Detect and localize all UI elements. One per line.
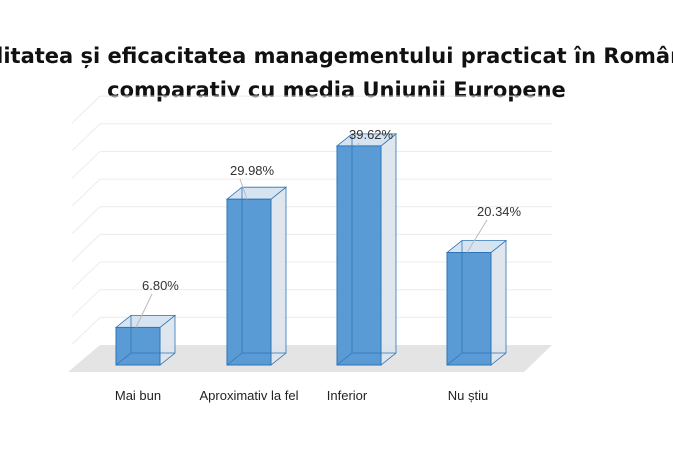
data-label: 39.62% — [349, 127, 394, 142]
category-label: Mai bun — [115, 388, 161, 403]
bar-front — [336, 145, 382, 366]
bar-edge — [446, 352, 463, 366]
gridline-depth — [71, 261, 101, 290]
chart-title-line1: Calitatea și eficacitatea managementului… — [0, 44, 673, 68]
bar-side — [270, 186, 287, 366]
data-label: 6.80% — [142, 278, 179, 293]
data-label: 29.98% — [230, 163, 275, 178]
leader-line — [135, 293, 153, 328]
bar-side — [490, 239, 507, 366]
data-label: 20.34% — [477, 204, 522, 219]
bar-front — [446, 252, 492, 366]
leader-line — [466, 219, 488, 253]
gridline-depth — [71, 316, 101, 345]
bar-side — [380, 133, 397, 366]
gridline-depth — [71, 123, 101, 152]
chart-title-line2: comparativ cu media Uniunii Europene — [107, 78, 566, 102]
bar-3 — [335, 133, 398, 366]
gridlines — [71, 95, 552, 345]
category-label: Nu știu — [448, 388, 488, 403]
gridline-depth — [71, 95, 101, 124]
chart-floor — [68, 345, 552, 372]
bar-edge — [226, 352, 243, 366]
gridline-depth — [71, 289, 101, 318]
gridline-depth — [71, 178, 101, 207]
bar-2 — [225, 186, 288, 366]
gridline-depth — [71, 234, 101, 262]
category-label: Aproximativ la fel — [200, 388, 299, 403]
leader-line — [239, 178, 248, 200]
gridline-depth — [71, 151, 101, 179]
bar-front — [115, 326, 161, 366]
bar-edge — [115, 352, 132, 366]
category-label: Inferior — [327, 388, 368, 403]
leader-line — [356, 142, 360, 147]
bar-1 — [114, 314, 177, 366]
gridline-depth — [71, 206, 101, 235]
bar-edge — [336, 352, 353, 366]
bar-4 — [445, 239, 508, 366]
bar-front — [226, 198, 272, 366]
